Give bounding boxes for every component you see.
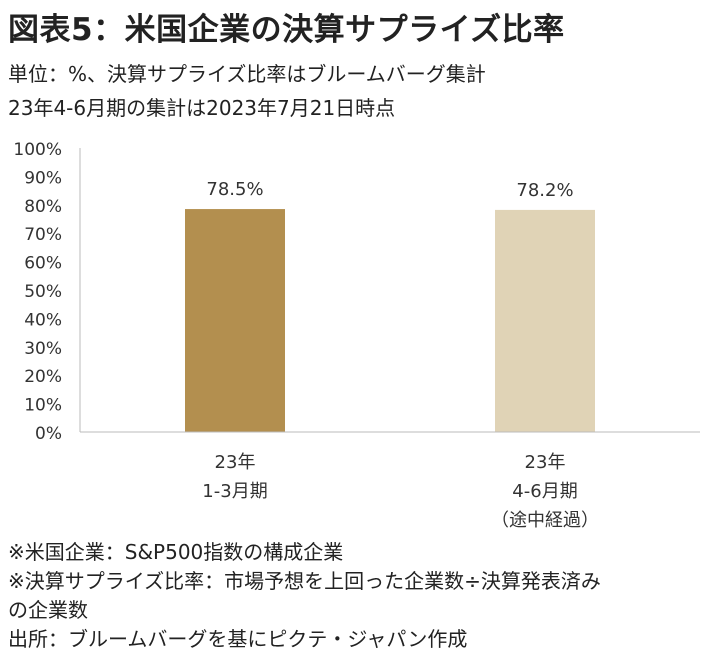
- bar-1: [185, 209, 285, 432]
- notes: ※米国企業：S&P500指数の構成企業 ※決算サプライズ比率：市場予想を上回った…: [8, 538, 708, 654]
- y-tick-label: 40%: [24, 310, 62, 330]
- bar-chart: 0%10%20%30%40%50%60%70%80%90%100% 78.5% 7…: [13, 140, 700, 530]
- note-us-companies: ※米国企業：S&P500指数の構成企業: [8, 540, 344, 564]
- data-label: 78.2%: [516, 180, 573, 201]
- x-tick-label: 23年: [525, 452, 566, 473]
- chart-title: 図表5：米国企業の決算サプライズ比率: [8, 12, 565, 48]
- note-surprise-ratio-cont: の企業数: [8, 598, 88, 622]
- bars: 78.5% 78.2%: [185, 179, 595, 432]
- y-tick-label: 20%: [24, 367, 62, 387]
- x-tick-label: 23年: [215, 452, 256, 473]
- y-tick-label: 90%: [24, 168, 62, 188]
- y-tick-label: 70%: [24, 225, 62, 245]
- data-label: 78.5%: [206, 179, 263, 200]
- y-axis: 0% 10% 20% 30% 40% 50% 60% 70% 80% 90% 100%: [13, 140, 81, 444]
- x-axis: 23年 1-3月期 23年 4-6月期 （途中経過）: [80, 431, 700, 530]
- bar-2: [495, 209, 595, 432]
- y-tick-label: 80%: [24, 197, 62, 217]
- x-tick-label: 1-3月期: [202, 481, 267, 502]
- note-surprise-ratio: ※決算サプライズ比率：市場予想を上回った企業数÷決算発表済み: [8, 569, 601, 593]
- subtitle-date: 23年4-6月期の集計は2023年7月21日時点: [8, 96, 396, 120]
- y-tick-label: 0%: [35, 424, 62, 444]
- y-tick-label: 60%: [24, 254, 62, 274]
- y-tick-label: 100%: [13, 140, 62, 160]
- y-tick-label: 30%: [24, 339, 62, 359]
- note-source: 出所：ブルームバーグを基にピクテ・ジャパン作成: [8, 627, 468, 651]
- x-tick-label: 4-6月期: [512, 481, 577, 502]
- x-tick-label: （途中経過）: [491, 510, 599, 530]
- subtitle-unit: 単位：%、決算サプライズ比率はブルームバーグ集計: [8, 62, 486, 86]
- y-tick-label: 50%: [24, 282, 62, 302]
- y-tick-label: 10%: [24, 396, 62, 416]
